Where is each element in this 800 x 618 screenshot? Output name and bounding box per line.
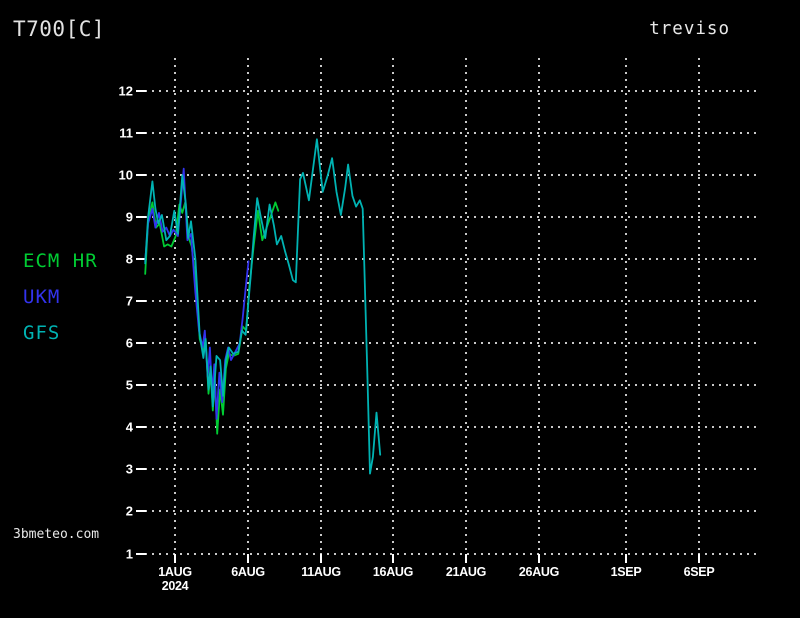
y-tick-label: 5 [126,378,133,393]
y-tick-label: 2 [126,504,133,519]
legend-item-ecm-hr: ECM HR [23,250,98,272]
x-tick-label: 26AUG [519,565,559,579]
x-tick-label: 1SEP [611,565,642,579]
series-gfs [144,138,382,475]
location-label: treviso [649,19,730,39]
watermark-3bmeteo: 3bmeteo.com [13,527,100,542]
y-tick-label: 11 [119,126,133,141]
x-tick-label: 21AUG [446,565,486,579]
y-tick-label: 7 [126,294,133,309]
x-tick-sublabel: 2024 [162,579,189,593]
y-tick-label: 6 [126,336,133,351]
x-tick-label: 11AUG [301,565,341,579]
y-tick-label: 9 [126,210,133,225]
y-tick-label: 4 [126,420,134,435]
y-tick-label: 1 [126,547,133,562]
x-tick-label: 1AUG [158,565,192,579]
y-tick-label: 8 [126,252,133,267]
legend-item-ukm: UKM [23,286,61,308]
x-tick-label: 16AUG [373,565,413,579]
series-ukm [144,167,250,420]
y-tick-label: 3 [126,462,133,477]
x-tick-label: 6AUG [231,565,265,579]
model-legend: ECM HR UKM GFS [23,243,98,351]
y-tick-label: 12 [119,84,133,99]
page-title: T700[C] [13,17,106,41]
x-tick-label: 6SEP [684,565,715,579]
legend-item-gfs: GFS [23,322,61,344]
y-tick-label: 10 [119,168,133,183]
